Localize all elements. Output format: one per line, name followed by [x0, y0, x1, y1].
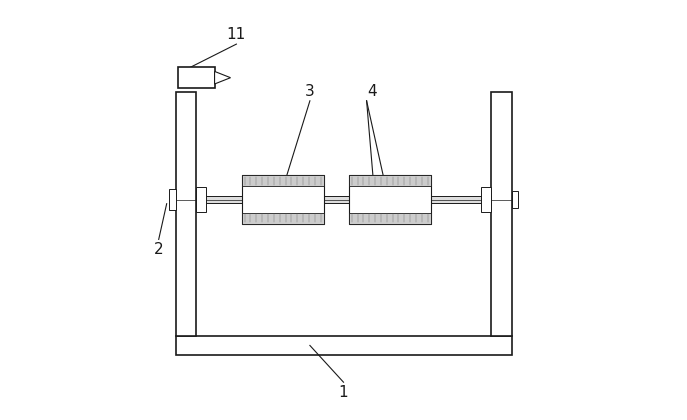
Text: 3: 3 [305, 84, 315, 99]
Text: 11: 11 [227, 27, 246, 42]
Polygon shape [214, 71, 231, 84]
Bar [242, 176, 324, 186]
Text: 4: 4 [367, 84, 376, 99]
Bar [196, 187, 206, 212]
Bar [349, 213, 431, 223]
Text: 1: 1 [339, 385, 348, 400]
Bar [481, 187, 491, 212]
Bar [242, 176, 324, 223]
Bar [175, 336, 512, 355]
Bar [175, 92, 196, 336]
Bar [349, 176, 431, 223]
Bar [512, 191, 518, 208]
Text: 2: 2 [154, 242, 164, 257]
Bar [169, 189, 175, 210]
Bar [242, 213, 324, 223]
Bar [178, 67, 214, 88]
Bar [349, 176, 431, 186]
Bar [196, 196, 491, 203]
Bar [491, 92, 512, 336]
